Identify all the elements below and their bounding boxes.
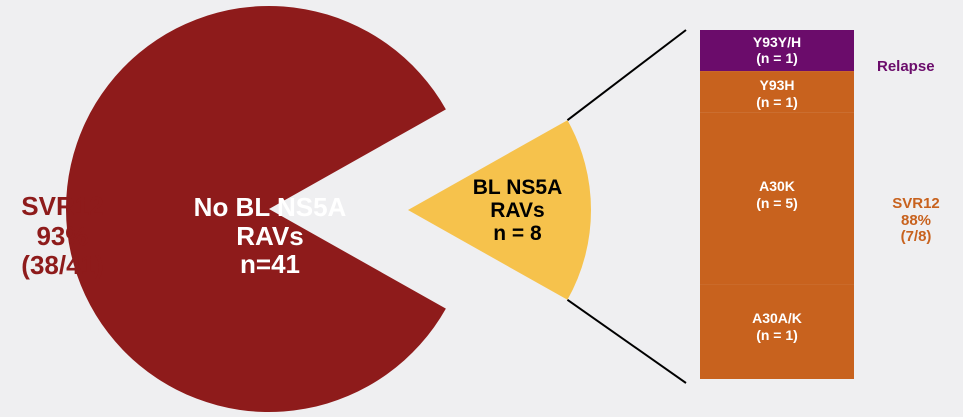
svr-right-fraction: (7/8) [900,228,932,245]
connector-line-bottom [566,298,687,384]
bar-segment-name: A30A/K [752,309,802,326]
pie-main-line2: RAVs [236,220,304,251]
zoom-connector [566,29,687,384]
bar-segment-name: A30K [759,178,795,195]
stacked-bar [700,30,854,379]
bar-segment-label: A30K (n = 5) [700,178,854,212]
bar-segment-count: (n = 1) [756,50,798,67]
bar-segment-name: Y93H [759,77,795,94]
pie-main-line1: No BL NS5A [193,192,347,222]
svr-left-label: SVR12 93% (38/41) [0,192,125,281]
bar-segment-y93h [700,71,854,113]
pie-main-slice-label: No BL NS5A RAVs n=41 [160,193,380,279]
bar-segment-name: Y93Y/H [752,33,802,50]
connector-line-top [566,29,687,121]
pie-chart [65,5,591,412]
pie-sub-line2: RAVs [490,199,545,223]
pie-sub-line3: n = 8 [493,222,542,246]
svr-left-percent: 93% [36,220,89,251]
svr-left-title: SVR12 [21,191,104,221]
pie-main-line3: n=41 [240,249,300,280]
bar-segment-count: (n = 1) [756,326,798,343]
bar-segment-label: Y93H (n = 1) [700,77,854,111]
pie-slice-bl-ns5a-ravs [408,120,591,300]
bar-segment-count: (n = 5) [756,195,798,212]
bar-segment-a30k [700,112,854,285]
svr-right-label: SVR12 88% (7/8) [876,195,956,246]
bar-segment-y93y-h [700,30,854,72]
bar-segment-count: (n = 1) [756,93,798,110]
bar-segment-label: A30A/K (n = 1) [700,310,854,344]
pie-slice-no-bl-ns5a-ravs [65,5,446,412]
svr-right-title: SVR12 [892,195,940,212]
pie-sub-slice-label: BL NS5A RAVs n = 8 [455,176,580,245]
bar-segment-a30a-k [700,284,854,379]
svr-left-fraction: (38/41) [21,250,104,281]
svr-right-percent: 88% [900,211,932,229]
pie-sub-line1: BL NS5A [472,176,563,199]
bar-segment-label: Y93Y/H (n = 1) [700,34,854,68]
relapse-label: Relapse [877,58,935,75]
